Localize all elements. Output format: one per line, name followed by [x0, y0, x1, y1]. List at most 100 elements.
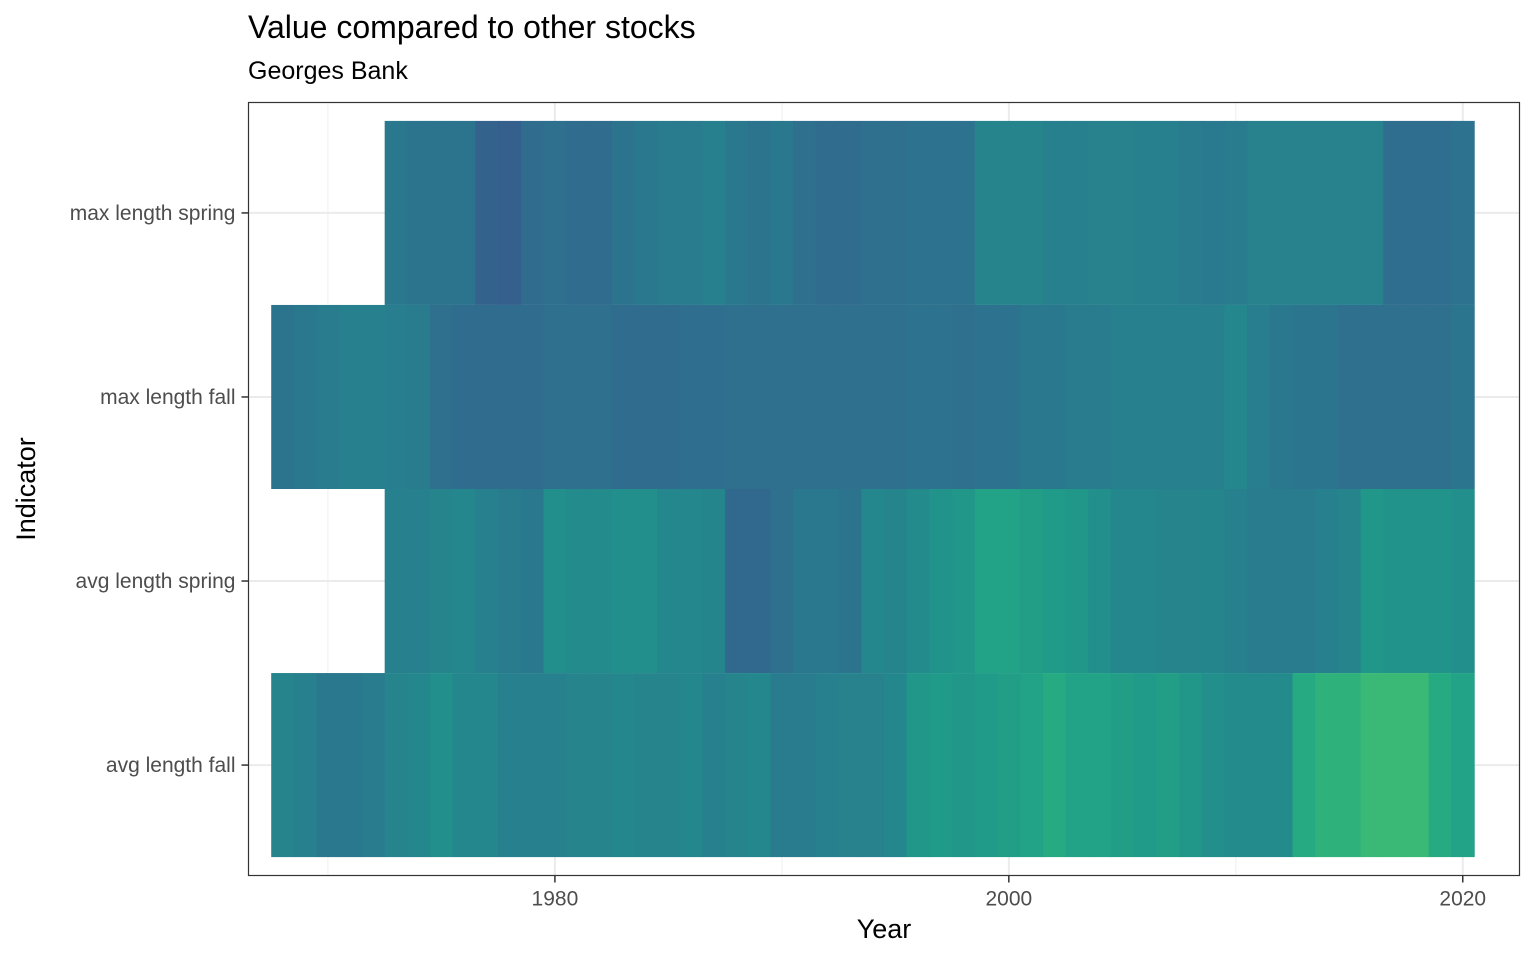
heatmap-tile: [1383, 120, 1407, 305]
heatmap-tile: [293, 304, 318, 489]
heatmap-tile: [1315, 489, 1339, 674]
heatmap-tile: [770, 120, 794, 305]
heatmap-tile: [906, 489, 930, 674]
heatmap-tile: [361, 673, 386, 858]
heatmap-tile: [1451, 489, 1475, 674]
heatmap-tile: [657, 489, 681, 674]
heatmap-tile: [1269, 304, 1294, 489]
panel-border: [247, 101, 1521, 877]
heatmap-tile: [430, 489, 454, 674]
heatmap-tile: [316, 673, 340, 858]
heatmap-tile: [974, 120, 999, 305]
heatmap-tile: [679, 489, 704, 674]
heatmap-tile: [543, 673, 567, 858]
heatmap-tile: [316, 304, 340, 489]
heatmap-tile: [747, 120, 772, 305]
heatmap-tile: [430, 120, 454, 305]
heatmap-tile: [793, 673, 817, 858]
heatmap-tile: [770, 304, 794, 489]
heatmap-tile: [1269, 489, 1294, 674]
heatmap-tile: [861, 489, 885, 674]
heatmap-tile: [952, 120, 976, 305]
heatmap-tile: [520, 120, 545, 305]
heatmap-tile: [543, 120, 567, 305]
heatmap-tile: [1133, 120, 1157, 305]
heatmap-tile: [974, 489, 999, 674]
heatmap-tile: [1337, 489, 1362, 674]
heatmap-tile: [452, 489, 477, 674]
heatmap-tile: [1292, 673, 1316, 858]
heatmap-tile: [952, 489, 976, 674]
heatmap-tile: [861, 120, 885, 305]
heatmap-tile: [566, 673, 590, 858]
heatmap-tile: [657, 673, 681, 858]
heatmap-tile: [1224, 304, 1248, 489]
heatmap-tile: [384, 304, 408, 489]
heatmap-tile: [634, 120, 658, 305]
heatmap-tile: [725, 673, 749, 858]
y-tick-label: avg length spring: [76, 570, 236, 593]
heatmap-tile: [997, 304, 1021, 489]
heatmap-tile: [747, 673, 772, 858]
heatmap-tile: [1042, 673, 1067, 858]
heatmap-tile: [1201, 120, 1226, 305]
heatmap-tile: [1110, 673, 1135, 858]
heatmap-tile: [1110, 489, 1135, 674]
heatmap-tile: [1065, 489, 1089, 674]
heatmap-tile: [725, 489, 749, 674]
heatmap-tile: [906, 120, 930, 305]
heatmap-tile: [1383, 304, 1407, 489]
heatmap-tile: [271, 304, 295, 489]
heatmap-tile: [725, 120, 749, 305]
heatmap-tile: [952, 673, 976, 858]
heatmap-tile: [929, 673, 953, 858]
heatmap-tile: [1406, 489, 1430, 674]
heatmap-tile: [588, 304, 613, 489]
heatmap-tile: [339, 304, 363, 489]
heatmap-tile: [1269, 120, 1294, 305]
heatmap-tile: [929, 489, 953, 674]
heatmap-tile: [588, 673, 613, 858]
heatmap-tile: [1406, 673, 1430, 858]
heatmap-tile: [679, 673, 704, 858]
heatmap-tile: [657, 304, 681, 489]
heatmap-tile: [1201, 673, 1226, 858]
heatmap-tile: [634, 304, 658, 489]
heatmap-tile: [1315, 673, 1339, 858]
heatmap-tile: [929, 120, 953, 305]
heatmap-tile: [498, 120, 522, 305]
heatmap-tile: [1315, 304, 1339, 489]
heatmap-tile: [1133, 673, 1157, 858]
heatmap-tile: [498, 304, 522, 489]
heatmap-tile: [974, 304, 999, 489]
y-axis-label: Indicator: [11, 437, 41, 541]
heatmap-tile: [702, 120, 726, 305]
heatmap-tile: [1247, 120, 1271, 305]
heatmap-tile: [1383, 673, 1407, 858]
heatmap-tile: [588, 489, 613, 674]
heatmap-tile: [1406, 304, 1430, 489]
heatmap-tile: [452, 673, 477, 858]
heatmap-tile: [1065, 120, 1089, 305]
chart-subtitle: Georges Bank: [248, 57, 408, 85]
heatmap-tile: [1156, 120, 1180, 305]
heatmap-tile: [1042, 489, 1067, 674]
heatmap-tile: [1065, 673, 1089, 858]
heatmap-tile: [1360, 304, 1384, 489]
heatmap-tile: [611, 673, 635, 858]
heatmap-tile: [407, 120, 431, 305]
heatmap-tile: [1088, 120, 1112, 305]
heatmap-tile: [679, 120, 704, 305]
heatmap-tile: [770, 489, 794, 674]
heatmap-tile: [793, 489, 817, 674]
heatmap-tile: [1292, 304, 1316, 489]
heatmap-tile: [1020, 304, 1044, 489]
heatmap-tile: [1247, 489, 1271, 674]
x-tick-label: 2020: [1439, 888, 1486, 911]
heatmap-tile: [838, 120, 862, 305]
heatmap-tile: [1224, 673, 1248, 858]
heatmap-tile: [1360, 673, 1384, 858]
heatmap-tile: [884, 489, 908, 674]
heatmap-tile: [1337, 673, 1362, 858]
